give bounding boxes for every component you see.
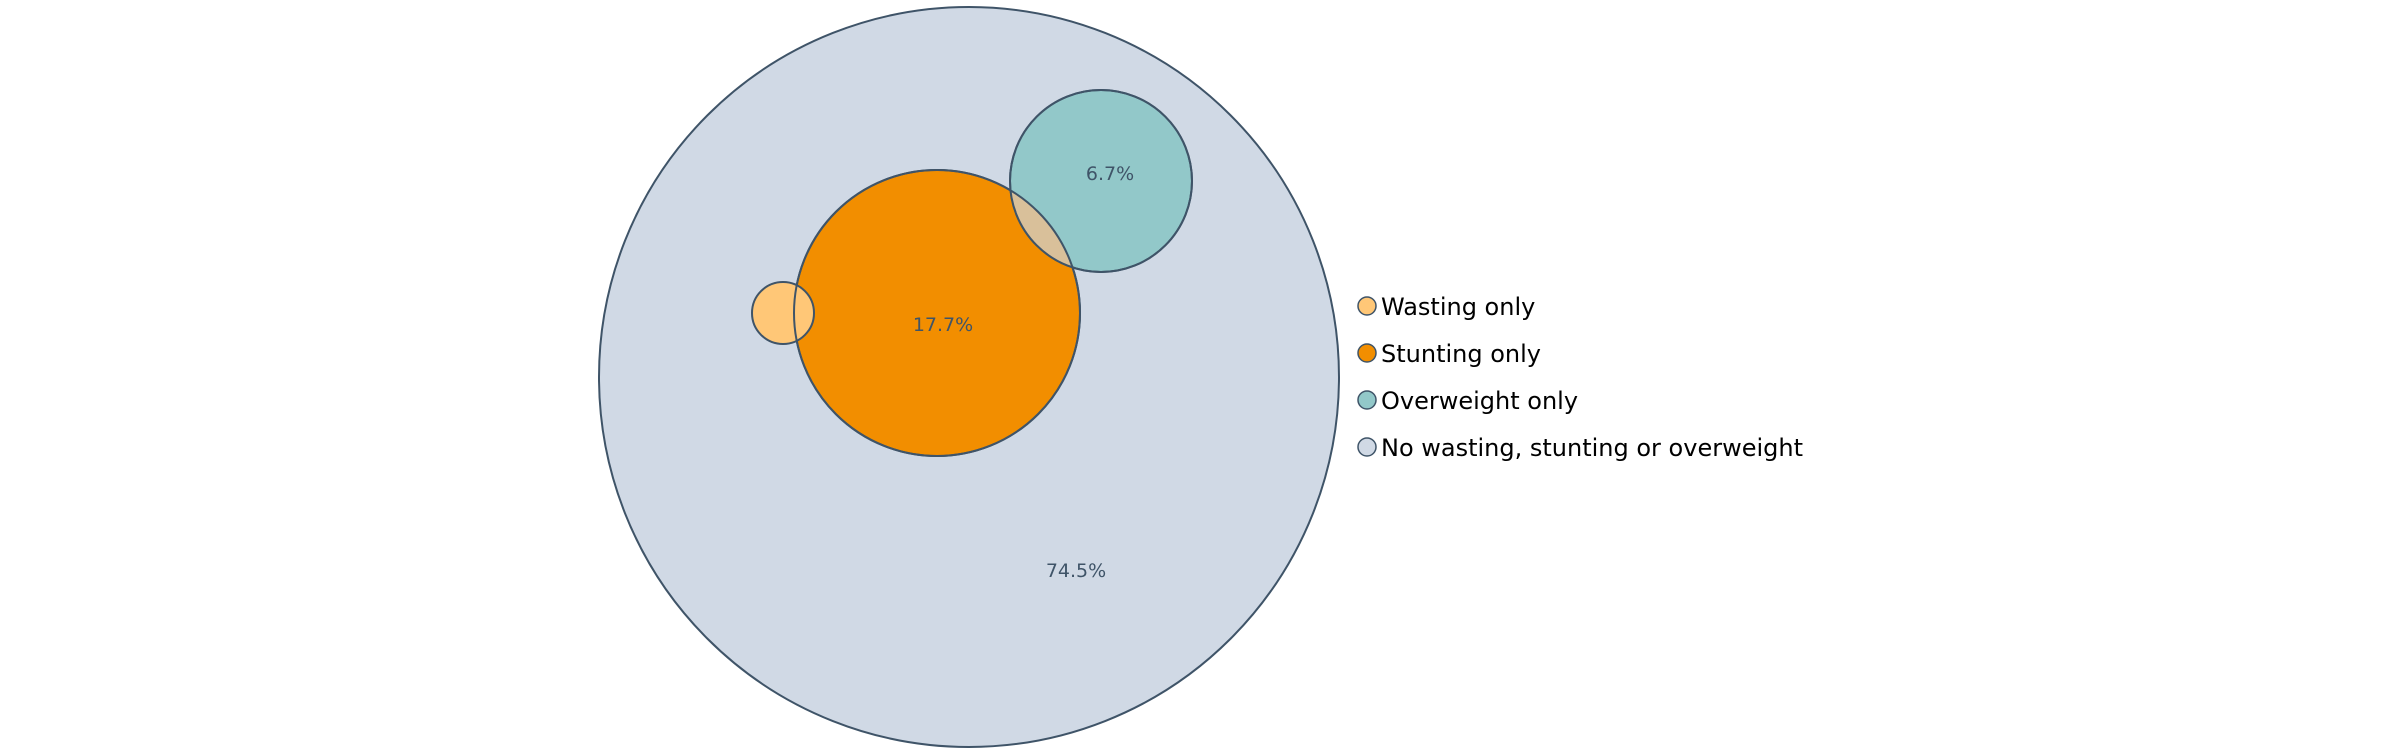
legend-label-wasting: Wasting only	[1381, 293, 1535, 321]
label-overweight-pct: 6.7%	[1086, 163, 1134, 185]
circle-stunting-outline	[793, 169, 1081, 457]
legend-item-overweight: Overweight only	[1357, 387, 1578, 415]
legend-swatch-wasting	[1357, 296, 1377, 316]
legend-label-no-malnutrition: No wasting, stunting or overweight	[1381, 434, 1803, 462]
label-stunting-pct: 17.7%	[913, 314, 973, 336]
legend: Wasting only Stunting only Overweight on…	[1357, 293, 1803, 462]
legend-item-stunting: Stunting only	[1357, 340, 1541, 368]
legend-swatch-overweight	[1357, 390, 1377, 410]
legend-item-wasting: Wasting only	[1357, 293, 1535, 321]
legend-label-overweight: Overweight only	[1381, 387, 1578, 415]
overlap-stunting-overweight-outline	[1009, 89, 1193, 273]
circle-wasting	[751, 281, 815, 345]
legend-label-stunting: Stunting only	[1381, 340, 1541, 368]
legend-item-no-malnutrition: No wasting, stunting or overweight	[1357, 434, 1803, 462]
label-no-malnutrition-pct: 74.5%	[1046, 560, 1106, 582]
legend-swatch-stunting	[1357, 343, 1377, 363]
legend-swatch-no-malnutrition	[1357, 437, 1377, 457]
